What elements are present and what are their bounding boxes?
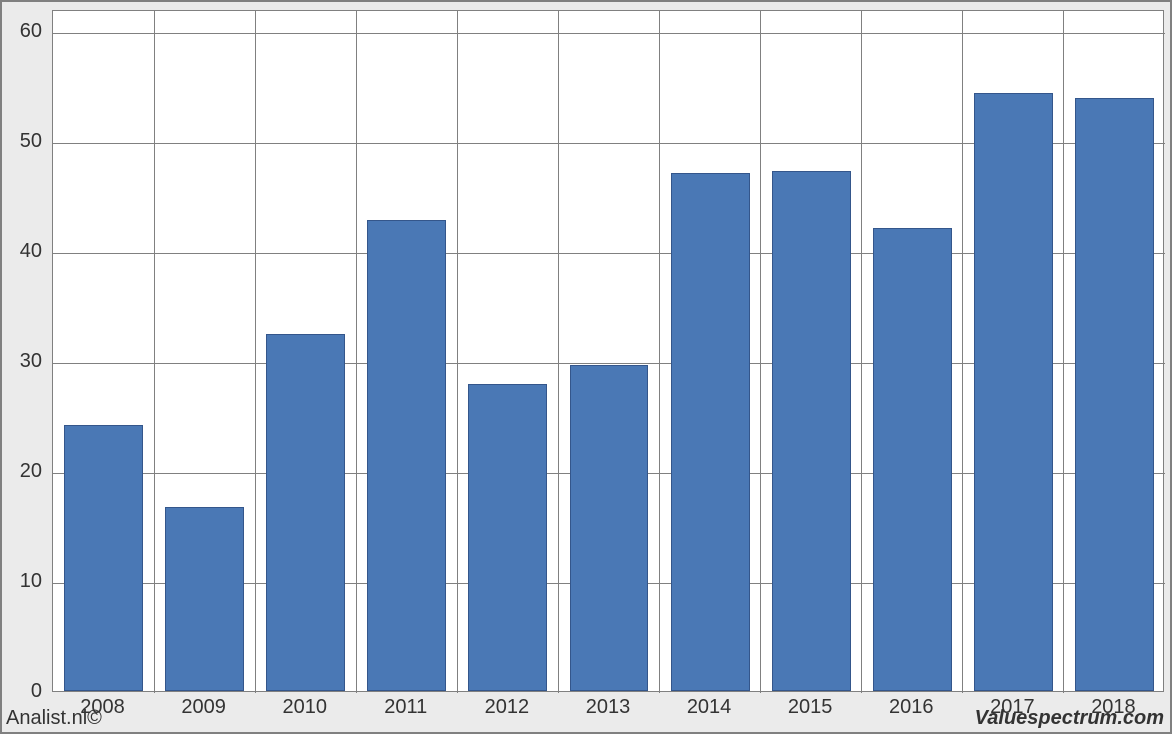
bar	[873, 228, 952, 691]
gridline	[53, 33, 1165, 34]
y-tick-label: 30	[20, 350, 42, 373]
bar	[165, 507, 244, 691]
y-tick-label: 10	[20, 570, 42, 593]
chart-frame: Analist.nl© Valuespectrum.com 0102030405…	[0, 0, 1172, 734]
y-tick-label: 60	[20, 20, 42, 43]
bar	[671, 173, 750, 691]
x-tick-label: 2016	[861, 696, 962, 719]
x-tick-label: 2014	[659, 696, 760, 719]
bar	[570, 365, 649, 691]
gridline-vertical	[154, 11, 155, 693]
x-tick-label: 2011	[355, 696, 456, 719]
bar	[1075, 98, 1154, 691]
gridline-vertical	[1063, 11, 1064, 693]
y-tick-label: 20	[20, 460, 42, 483]
gridline-vertical	[659, 11, 660, 693]
x-tick-label: 2013	[557, 696, 658, 719]
gridline-vertical	[356, 11, 357, 693]
x-tick-label: 2015	[760, 696, 861, 719]
plot-area	[52, 10, 1164, 692]
y-tick-label: 0	[31, 680, 42, 703]
bar	[772, 171, 851, 691]
gridline-vertical	[255, 11, 256, 693]
bar	[974, 93, 1053, 691]
y-tick-label: 50	[20, 130, 42, 153]
x-tick-label: 2010	[254, 696, 355, 719]
bar	[367, 220, 446, 691]
x-tick-label: 2009	[153, 696, 254, 719]
bar	[64, 425, 143, 691]
bar	[468, 384, 547, 691]
gridline-vertical	[558, 11, 559, 693]
bar	[266, 334, 345, 692]
gridline-vertical	[962, 11, 963, 693]
x-tick-label: 2018	[1063, 696, 1164, 719]
gridline-vertical	[760, 11, 761, 693]
x-tick-label: 2008	[52, 696, 153, 719]
x-tick-label: 2012	[456, 696, 557, 719]
gridline-vertical	[457, 11, 458, 693]
y-tick-label: 40	[20, 240, 42, 263]
x-tick-label: 2017	[962, 696, 1063, 719]
gridline-vertical	[861, 11, 862, 693]
